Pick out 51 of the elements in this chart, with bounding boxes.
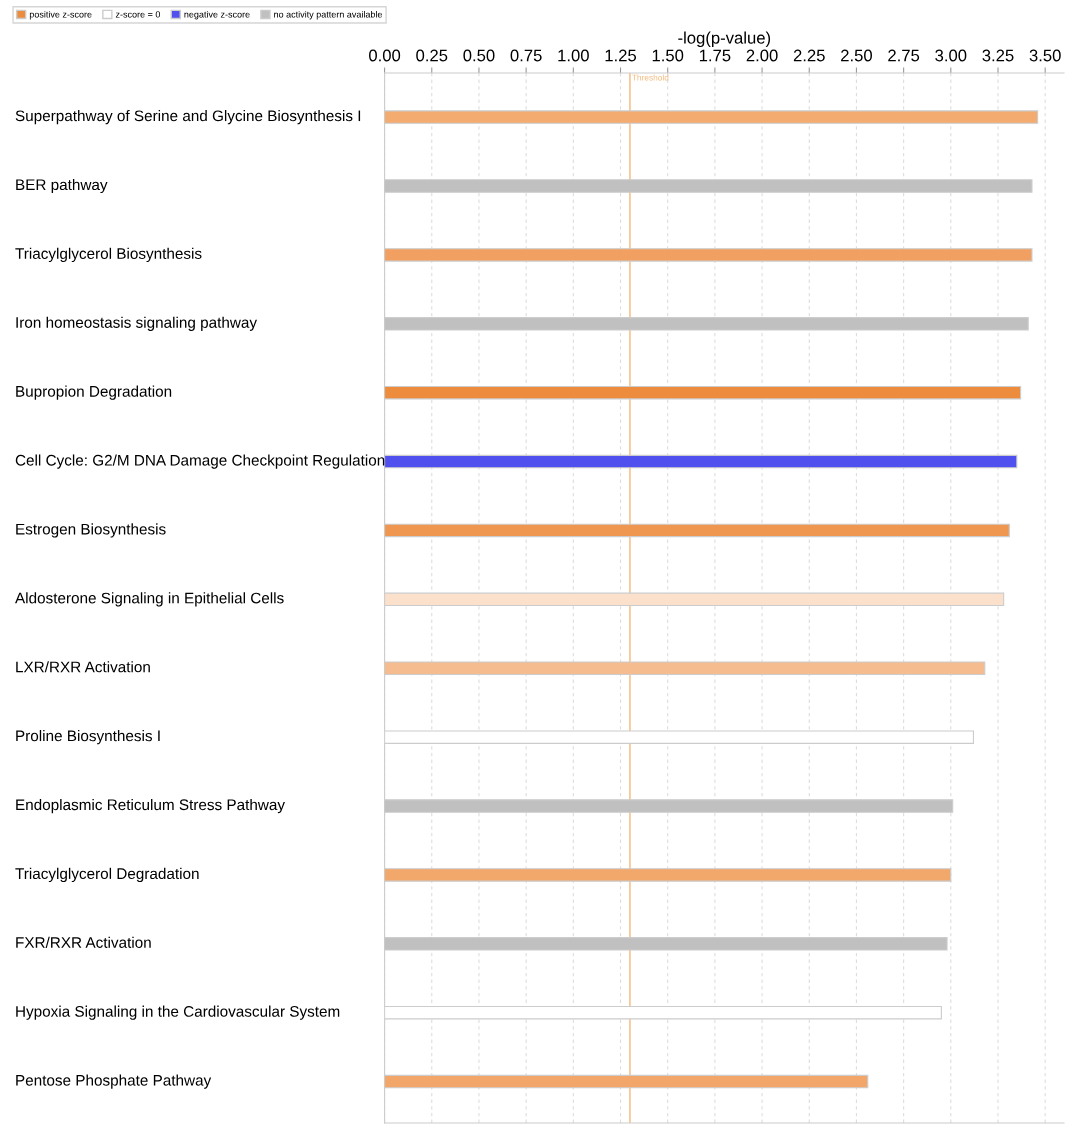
bar: [384, 385, 1022, 400]
x-tick-label: 3.25: [982, 49, 1014, 62]
bar: [384, 454, 1018, 469]
x-tick-label: 0.50: [463, 49, 495, 62]
legend-label: negative z-score: [184, 10, 250, 20]
legend-label: z-score = 0: [115, 11, 161, 18]
x-axis-title: -log(p-value): [678, 31, 771, 48]
bar: [384, 937, 948, 951]
x-tick-label: 0.75: [510, 49, 542, 62]
bar: [384, 730, 975, 744]
y-tick-label: BER pathway: [16, 178, 108, 194]
y-tick-label: FXR/RXR Activation: [16, 936, 151, 948]
x-tick-label: 1.00: [558, 49, 589, 62]
bar: [384, 317, 1029, 331]
y-tick-label: Pentose Phosphate Pathway: [16, 1074, 212, 1089]
bar: [384, 1074, 869, 1089]
bar: [384, 799, 954, 813]
y-tick-label: LXR/RXR Activation: [16, 661, 150, 673]
x-tick-label: 0.00: [369, 49, 401, 62]
y-tick-label: Triacylglycerol Degradation: [15, 867, 199, 883]
bar: [384, 868, 952, 882]
bar: [384, 248, 1033, 262]
x-tick-label: 2.75: [888, 49, 920, 62]
y-tick-label: Endoplasmic Reticulum Stress Pathway: [16, 798, 285, 814]
bar: [384, 592, 1005, 607]
legend-label: no activity pattern available: [274, 10, 383, 20]
x-tick-label: 1.75: [699, 49, 731, 62]
y-tick-label: Bupropion Degradation: [16, 385, 172, 400]
bar: [384, 179, 1033, 193]
y-tick-label: Triacylglycerol Biosynthesis: [15, 247, 202, 263]
x-tick-label: 2.50: [841, 49, 872, 62]
x-tick-label: 0.25: [416, 49, 448, 62]
x-tick-label: 2.25: [793, 49, 825, 62]
y-tick-label: Iron homeostasis signaling pathway: [16, 316, 258, 331]
y-tick-label: Aldosterone Signaling in Epithelial Cells: [15, 592, 284, 607]
x-tick-label: 1.50: [652, 49, 684, 62]
x-tick-label: 3.00: [935, 49, 967, 62]
y-tick-label: Proline Biosynthesis I: [16, 730, 160, 745]
x-tick-label: 1.25: [605, 49, 637, 62]
y-tick-label: Hypoxia Signaling in the Cardiovascular System: [16, 1005, 340, 1020]
x-tick-label: 2.00: [746, 49, 778, 62]
x-tick-label: 3.50: [1029, 49, 1061, 62]
legend-label: positive z-score: [29, 10, 92, 20]
y-tick-label: Cell Cycle: G2/M DNA Damage Checkpoint Regulation: [15, 454, 385, 469]
bar: [384, 661, 986, 676]
y-tick-label: Superpathway of Serine and Glycine Biosynthesis I: [15, 109, 361, 125]
ref-line-label: Threshold: [632, 74, 669, 81]
bar: [384, 523, 1010, 538]
bar: [384, 1005, 942, 1020]
y-tick-label: Estrogen Biosynthesis: [16, 523, 166, 538]
bar: [384, 110, 1039, 124]
